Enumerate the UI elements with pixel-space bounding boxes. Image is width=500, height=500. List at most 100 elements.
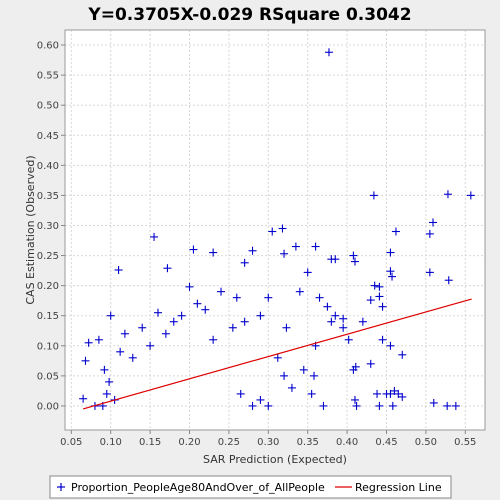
regression-line-path	[82, 298, 472, 410]
data-point	[375, 292, 384, 301]
data-point	[81, 356, 90, 365]
data-point	[209, 248, 218, 257]
data-point	[94, 335, 103, 344]
x-tick-label: 0.50	[415, 437, 437, 448]
data-point	[138, 323, 147, 332]
data-point	[268, 227, 277, 236]
data-point	[425, 268, 434, 277]
data-point	[264, 401, 273, 410]
data-point	[331, 255, 340, 264]
data-point	[315, 293, 324, 302]
x-tick-label: 0.55	[454, 437, 476, 448]
data-point	[201, 305, 210, 314]
y-tick-label: 0.05	[37, 371, 59, 382]
data-point	[100, 365, 109, 374]
data-point	[264, 293, 273, 302]
data-point	[388, 272, 397, 281]
data-point	[386, 267, 395, 276]
data-point	[310, 371, 319, 380]
data-point	[311, 242, 320, 251]
y-tick-label: 0.30	[37, 221, 59, 232]
data-point	[232, 293, 241, 302]
x-tick-label: 0.40	[336, 437, 358, 448]
data-point	[388, 401, 397, 410]
data-point	[349, 365, 358, 374]
data-point	[443, 190, 452, 199]
data-point	[106, 311, 115, 320]
data-point	[429, 398, 438, 407]
data-point	[102, 389, 111, 398]
y-tick-label: 0.50	[37, 101, 59, 112]
data-point	[398, 392, 407, 401]
data-point	[443, 401, 452, 410]
data-point	[193, 299, 202, 308]
x-axis-label: SAR Prediction (Expected)	[203, 453, 347, 466]
data-point	[339, 323, 348, 332]
data-point	[425, 229, 434, 238]
data-point	[185, 282, 194, 291]
data-point	[146, 341, 155, 350]
x-tick-label: 0.10	[100, 437, 122, 448]
data-point	[366, 296, 375, 305]
data-point	[366, 359, 375, 368]
data-point	[378, 302, 387, 311]
data-point	[240, 258, 249, 267]
data-point	[209, 335, 218, 344]
data-point	[291, 242, 300, 251]
data-point	[116, 347, 125, 356]
data-point	[256, 395, 265, 404]
legend-series-label: Proportion_PeopleAge80AndOver_of_AllPeop…	[71, 481, 325, 494]
data-point	[303, 268, 312, 277]
data-point	[228, 323, 237, 332]
data-point	[307, 389, 316, 398]
y-tick-label: 0.55	[37, 71, 59, 82]
legend-box	[49, 475, 452, 499]
plot-area	[65, 30, 485, 430]
data-point	[375, 282, 384, 291]
data-point	[161, 329, 170, 338]
y-tick-label: 0.35	[37, 191, 59, 202]
data-point	[79, 394, 88, 403]
y-tick-label: 0.20	[37, 281, 59, 292]
data-point	[319, 401, 328, 410]
data-point	[323, 302, 332, 311]
y-tick-label: 0.10	[37, 341, 59, 352]
data-point	[444, 276, 453, 285]
x-tick-label: 0.45	[375, 437, 397, 448]
data-point	[295, 287, 304, 296]
data-point	[282, 323, 291, 332]
data-point	[280, 249, 289, 258]
data-point	[391, 227, 400, 236]
data-point	[358, 317, 367, 326]
data-point	[248, 401, 257, 410]
data-point	[278, 224, 287, 233]
data-point	[386, 248, 395, 257]
data-point	[248, 246, 257, 255]
x-tick-label: 0.25	[218, 437, 240, 448]
data-point	[163, 264, 172, 273]
data-point	[349, 251, 358, 260]
data-point	[287, 383, 296, 392]
data-point	[189, 245, 198, 254]
data-point	[350, 395, 359, 404]
data-point	[128, 353, 137, 362]
data-point	[84, 338, 93, 347]
x-tick-label: 0.05	[60, 437, 82, 448]
data-point	[331, 311, 340, 320]
x-tick-label: 0.35	[297, 437, 319, 448]
legend-scatter-marker	[57, 483, 65, 491]
chart-title: Y=0.3705X-0.029 RSquare 0.3042	[87, 5, 411, 25]
data-point	[240, 317, 249, 326]
scatter-points	[79, 48, 475, 410]
y-tick-label: 0.40	[37, 161, 59, 172]
x-tick-label: 0.20	[178, 437, 200, 448]
data-point	[369, 191, 378, 200]
data-point	[378, 335, 387, 344]
legend-regression-label: Regression Line	[355, 481, 442, 494]
y-tick-label: 0.00	[37, 401, 59, 412]
data-point	[386, 341, 395, 350]
data-point	[398, 350, 407, 359]
regression-line	[82, 298, 472, 410]
